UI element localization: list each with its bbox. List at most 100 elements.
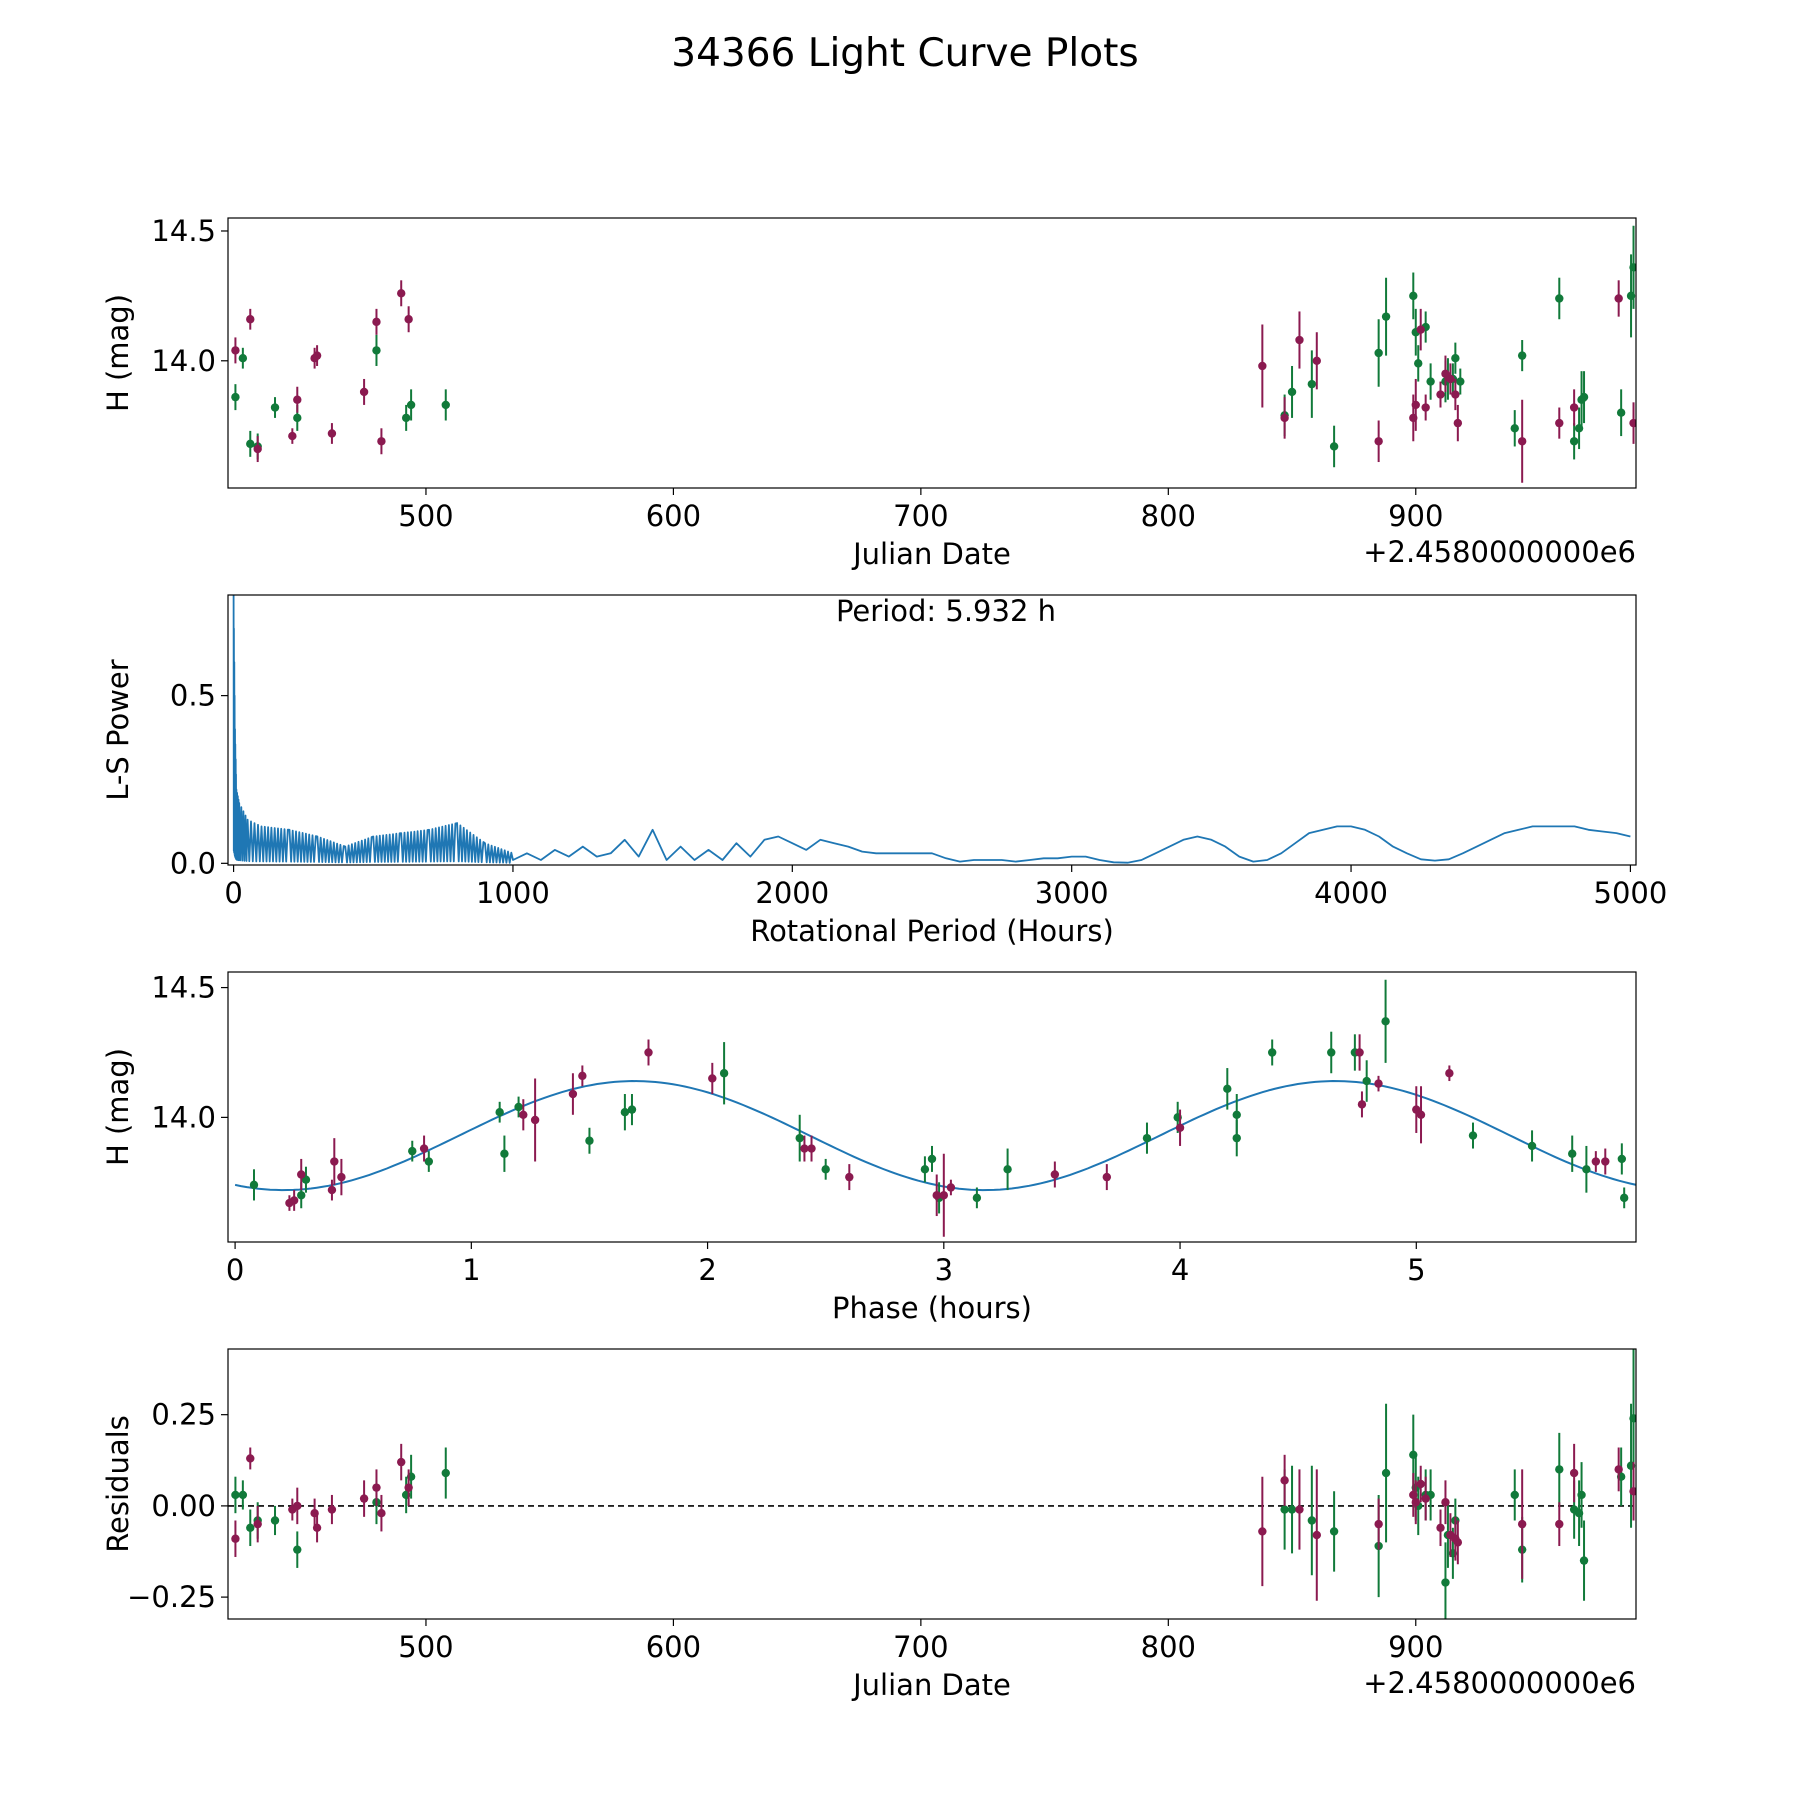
purple-data-point bbox=[289, 1196, 299, 1205]
green-data-point bbox=[1619, 1193, 1629, 1203]
purple-data-point bbox=[530, 1115, 540, 1125]
green-data-point bbox=[1381, 312, 1391, 321]
purple-data-point bbox=[231, 346, 240, 355]
x-tick-label: 900 bbox=[1388, 499, 1443, 533]
green-data-point bbox=[408, 1146, 417, 1156]
green-data-point bbox=[1003, 1165, 1012, 1174]
purple-data-point bbox=[1555, 418, 1564, 428]
y-tick-label: 0.5 bbox=[170, 679, 216, 713]
y-tick-label: −0.25 bbox=[127, 1580, 216, 1614]
green-data-point bbox=[297, 1191, 306, 1200]
green-data-point bbox=[238, 1490, 248, 1500]
green-data-point bbox=[1327, 1048, 1336, 1057]
purple-data-point bbox=[1411, 1498, 1420, 1507]
phase-folded-panel: 0 1 2 3 4 5 14.0 14.5 Phase (hours) H (mag) bbox=[101, 971, 1637, 1325]
purple-data-point bbox=[1451, 390, 1460, 399]
x-tick-label: 4000 bbox=[1314, 876, 1388, 910]
y-axis-label: L-S Power bbox=[101, 659, 135, 800]
green-data-point bbox=[1617, 1154, 1627, 1164]
green-data-point bbox=[972, 1193, 982, 1203]
purple-data-point bbox=[1614, 294, 1623, 303]
purple-data-point bbox=[359, 387, 369, 397]
light-curve-plot-area bbox=[231, 225, 1636, 483]
phase-folded-plot-area bbox=[234, 979, 1636, 1237]
residuals-axes-frame bbox=[227, 1348, 1637, 1620]
purple-data-point bbox=[1569, 403, 1579, 412]
green-data-point bbox=[1629, 263, 1636, 272]
y-tick-label: 14.5 bbox=[151, 214, 216, 248]
residuals-panel: 500 600 700 800 900 −0.25 0.00 0.25 Julian Date +… bbox=[101, 1348, 1637, 1702]
x-tick-label: 1 bbox=[462, 1253, 480, 1287]
purple-data-point bbox=[1436, 390, 1445, 399]
purple-data-point bbox=[1295, 335, 1304, 345]
green-data-point bbox=[821, 1165, 830, 1174]
purple-data-point bbox=[939, 1191, 949, 1200]
purple-data-point bbox=[1357, 1100, 1367, 1109]
purple-data-point bbox=[1258, 361, 1267, 371]
y-tick-label: 14.0 bbox=[151, 1100, 216, 1134]
x-axis-label: Phase (hours) bbox=[832, 1291, 1032, 1325]
green-data-point bbox=[238, 353, 248, 363]
x-tick-label: 3000 bbox=[1035, 876, 1109, 910]
green-data-point bbox=[249, 1180, 259, 1190]
purple-data-point bbox=[337, 1172, 346, 1182]
green-data-point bbox=[1232, 1110, 1241, 1119]
green-data-point bbox=[1517, 351, 1527, 360]
x-tick-label: 4 bbox=[1171, 1253, 1189, 1287]
x-tick-label: 5000 bbox=[1594, 876, 1668, 910]
x-axis-label: Rotational Period (Hours) bbox=[750, 914, 1114, 948]
model-fit-curve bbox=[234, 1080, 1636, 1192]
purple-data-point bbox=[1517, 437, 1527, 446]
purple-data-point bbox=[1374, 1079, 1383, 1088]
figure-title: 34366 Light Curve Plots bbox=[671, 31, 1138, 76]
x-tick-label: 800 bbox=[1141, 499, 1196, 533]
purple-data-point bbox=[327, 1505, 337, 1514]
x-tick-label: 0 bbox=[226, 1253, 244, 1287]
purple-data-point bbox=[1312, 1530, 1321, 1540]
x-tick-label: 2000 bbox=[755, 876, 829, 910]
y-tick-label: 14.5 bbox=[151, 971, 216, 1005]
green-data-point bbox=[1441, 1578, 1450, 1587]
green-data-point bbox=[585, 1136, 594, 1145]
green-data-point bbox=[1280, 1505, 1289, 1514]
green-data-point bbox=[401, 413, 411, 423]
green-data-point bbox=[1579, 1556, 1589, 1565]
green-data-point bbox=[1456, 377, 1465, 386]
y-tick-label: 14.0 bbox=[151, 344, 216, 378]
x-offset-label: +2.4580000000e6 bbox=[1363, 1666, 1636, 1700]
period-annotation: Period: 5.932 h bbox=[836, 594, 1056, 628]
purple-data-point bbox=[1517, 1519, 1527, 1529]
purple-data-point bbox=[1175, 1123, 1185, 1132]
x-tick-label: 3 bbox=[935, 1253, 953, 1287]
purple-data-point bbox=[1374, 1519, 1383, 1529]
purple-data-point bbox=[327, 1185, 337, 1195]
purple-data-point bbox=[1629, 418, 1636, 428]
x-tick-label: 5 bbox=[1407, 1253, 1425, 1287]
periodogram-panel: 0 1000 2000 3000 4000 5000 0.0 0.5 Rotational Pe… bbox=[101, 594, 1667, 948]
x-tick-label: 700 bbox=[893, 1630, 948, 1664]
purple-data-point bbox=[288, 431, 297, 441]
green-data-point bbox=[441, 1468, 450, 1478]
purple-data-point bbox=[253, 444, 262, 454]
purple-data-point bbox=[404, 315, 413, 324]
green-data-point bbox=[719, 1069, 729, 1078]
y-tick-label: 0.25 bbox=[151, 1398, 216, 1432]
purple-data-point bbox=[419, 1144, 429, 1153]
green-data-point bbox=[1510, 424, 1519, 433]
green-data-point bbox=[1374, 348, 1383, 358]
purple-data-point bbox=[708, 1074, 717, 1083]
purple-data-point bbox=[1441, 1498, 1450, 1507]
purple-data-point bbox=[330, 1157, 339, 1166]
purple-data-point bbox=[1312, 356, 1321, 365]
x-tick-label: 700 bbox=[893, 499, 948, 533]
green-data-point bbox=[1555, 1465, 1564, 1474]
purple-data-point bbox=[1416, 1110, 1426, 1119]
green-data-point bbox=[795, 1133, 804, 1143]
green-data-point bbox=[231, 392, 240, 402]
y-tick-label: 0.00 bbox=[151, 1489, 216, 1523]
purple-data-point bbox=[1601, 1157, 1610, 1166]
purple-data-point bbox=[1441, 369, 1450, 378]
ls-power-line bbox=[232, 595, 1631, 864]
purple-data-point bbox=[1614, 1465, 1623, 1474]
purple-data-point bbox=[1445, 1069, 1454, 1078]
